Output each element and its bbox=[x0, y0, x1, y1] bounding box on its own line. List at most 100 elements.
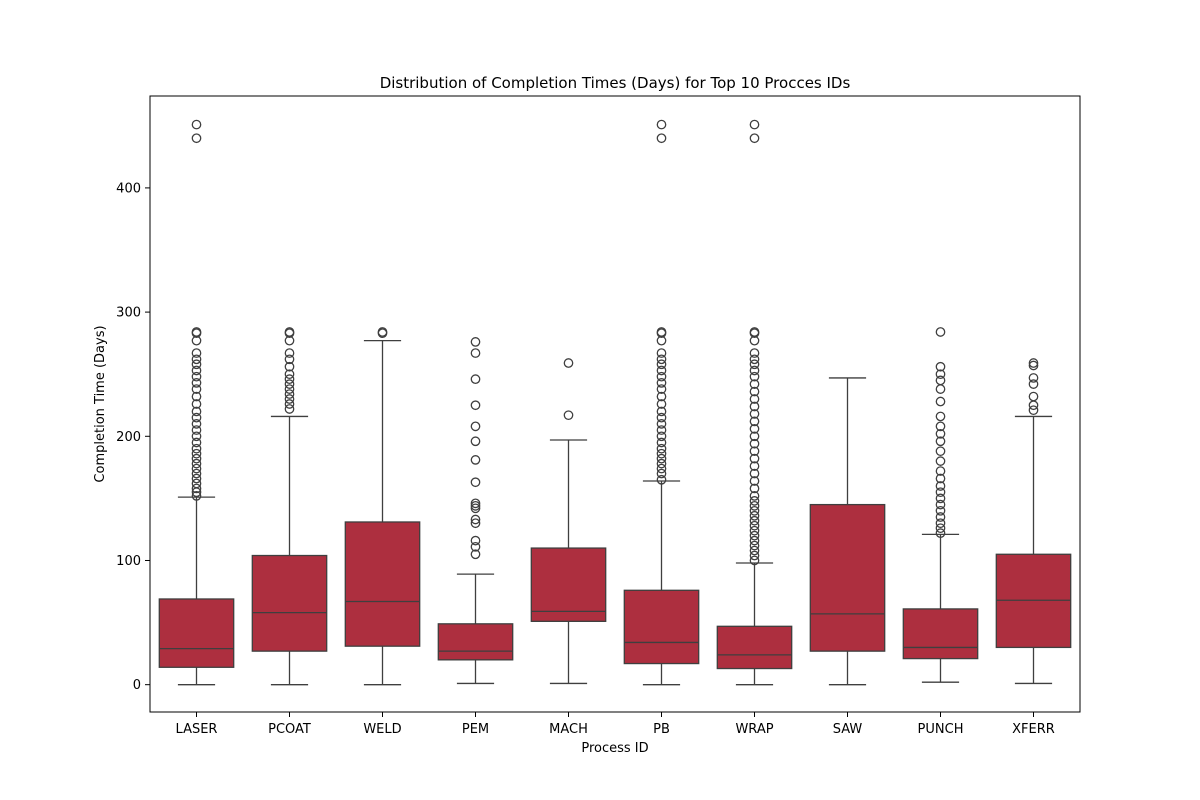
outlier-point bbox=[284, 361, 295, 372]
x-axis-label: Process ID bbox=[581, 741, 648, 756]
outlier-point bbox=[749, 510, 760, 521]
outlier-point bbox=[749, 476, 760, 486]
outlier-point bbox=[749, 133, 760, 144]
outlier-point bbox=[749, 515, 760, 526]
outlier-point bbox=[284, 379, 295, 389]
outlier-point bbox=[470, 348, 481, 358]
outlier-point bbox=[191, 458, 202, 469]
outlier-point bbox=[935, 466, 946, 476]
outlier-point bbox=[191, 371, 202, 382]
outlier-point bbox=[191, 327, 202, 337]
outlier-point bbox=[284, 384, 295, 394]
outlier-point bbox=[749, 525, 760, 536]
outlier-point bbox=[284, 389, 295, 399]
chart-title: Distribution of Completion Times (Days) … bbox=[380, 74, 851, 92]
outlier-point bbox=[1028, 360, 1039, 371]
outlier-point bbox=[749, 446, 760, 457]
outlier-point bbox=[284, 394, 295, 404]
outlier-point bbox=[656, 365, 667, 376]
outlier-point bbox=[935, 481, 946, 491]
outlier-point bbox=[656, 458, 667, 469]
outlier-point bbox=[749, 409, 760, 419]
outlier-point bbox=[470, 455, 481, 465]
outlier-point bbox=[749, 535, 760, 546]
outlier-point bbox=[749, 500, 760, 511]
outlier-point bbox=[191, 365, 202, 376]
y-tick-label: 200 bbox=[116, 430, 141, 445]
outlier-point bbox=[749, 468, 760, 479]
outlier-point bbox=[749, 416, 760, 427]
outlier-point bbox=[563, 410, 574, 421]
plot-area bbox=[158, 119, 1072, 686]
outlier-point bbox=[191, 425, 202, 435]
outlier-point bbox=[749, 555, 760, 566]
outlier-point bbox=[935, 396, 946, 407]
outlier-point bbox=[563, 358, 574, 368]
outlier-point bbox=[191, 348, 202, 358]
outlier-point bbox=[191, 359, 202, 370]
outlier-point bbox=[470, 436, 481, 447]
box bbox=[530, 547, 607, 622]
outlier-point bbox=[749, 401, 760, 412]
x-tick-label: WRAP bbox=[735, 722, 773, 737]
outlier-point bbox=[284, 374, 295, 385]
outlier-point bbox=[749, 386, 760, 397]
x-tick-label: PB bbox=[653, 722, 670, 737]
outlier-point bbox=[749, 359, 760, 370]
outlier-point bbox=[749, 520, 760, 531]
outlier-point bbox=[749, 491, 760, 501]
outlier-point bbox=[470, 498, 481, 509]
box-group-saw bbox=[809, 377, 886, 686]
x-tick-label: PUNCH bbox=[918, 722, 964, 737]
axes-frame bbox=[149, 95, 1081, 713]
outlier-point bbox=[191, 463, 202, 474]
outlier-point bbox=[656, 431, 667, 442]
box bbox=[158, 598, 235, 668]
x-tick-label: PEM bbox=[462, 722, 489, 737]
box bbox=[902, 608, 979, 660]
outlier-point bbox=[656, 133, 667, 144]
outlier-point bbox=[191, 443, 202, 454]
box bbox=[809, 503, 886, 652]
outlier-point bbox=[656, 391, 667, 402]
outlier-point bbox=[191, 448, 202, 459]
outlier-point bbox=[656, 371, 667, 382]
outlier-point bbox=[749, 530, 760, 541]
outlier-point bbox=[656, 448, 667, 459]
outlier-point bbox=[656, 453, 667, 464]
outlier-point bbox=[470, 503, 481, 514]
x-tick-label: XFERR bbox=[1012, 722, 1055, 737]
outlier-point bbox=[1028, 373, 1039, 383]
box-group-pb bbox=[623, 119, 700, 686]
outlier-point bbox=[935, 512, 946, 522]
box bbox=[623, 589, 700, 665]
outlier-point bbox=[470, 500, 481, 511]
outlier-point bbox=[191, 391, 202, 402]
outlier-point bbox=[749, 119, 760, 130]
outlier-point bbox=[935, 421, 946, 432]
outlier-point bbox=[749, 394, 760, 404]
outlier-point bbox=[191, 133, 202, 144]
outlier-point bbox=[470, 337, 481, 347]
outlier-point bbox=[191, 483, 202, 494]
box-group-pem bbox=[437, 337, 514, 685]
outlier-point bbox=[470, 549, 481, 560]
x-tick-label: WELD bbox=[363, 722, 401, 737]
outlier-point bbox=[656, 359, 667, 370]
outlier-point bbox=[284, 399, 295, 409]
outlier-point bbox=[935, 487, 946, 498]
x-tick-label: LASER bbox=[176, 722, 218, 737]
outlier-point bbox=[191, 468, 202, 479]
x-tick-label: MACH bbox=[549, 722, 588, 737]
outlier-point bbox=[935, 505, 946, 516]
outlier-point bbox=[656, 406, 667, 417]
outlier-point bbox=[191, 491, 202, 501]
outlier-point bbox=[191, 412, 202, 423]
outlier-point bbox=[935, 411, 946, 422]
outlier-point bbox=[656, 412, 667, 423]
box bbox=[437, 623, 514, 661]
y-tick-label: 300 bbox=[116, 306, 141, 321]
x-tick-label: SAW bbox=[833, 722, 863, 737]
outlier-point bbox=[656, 419, 667, 429]
